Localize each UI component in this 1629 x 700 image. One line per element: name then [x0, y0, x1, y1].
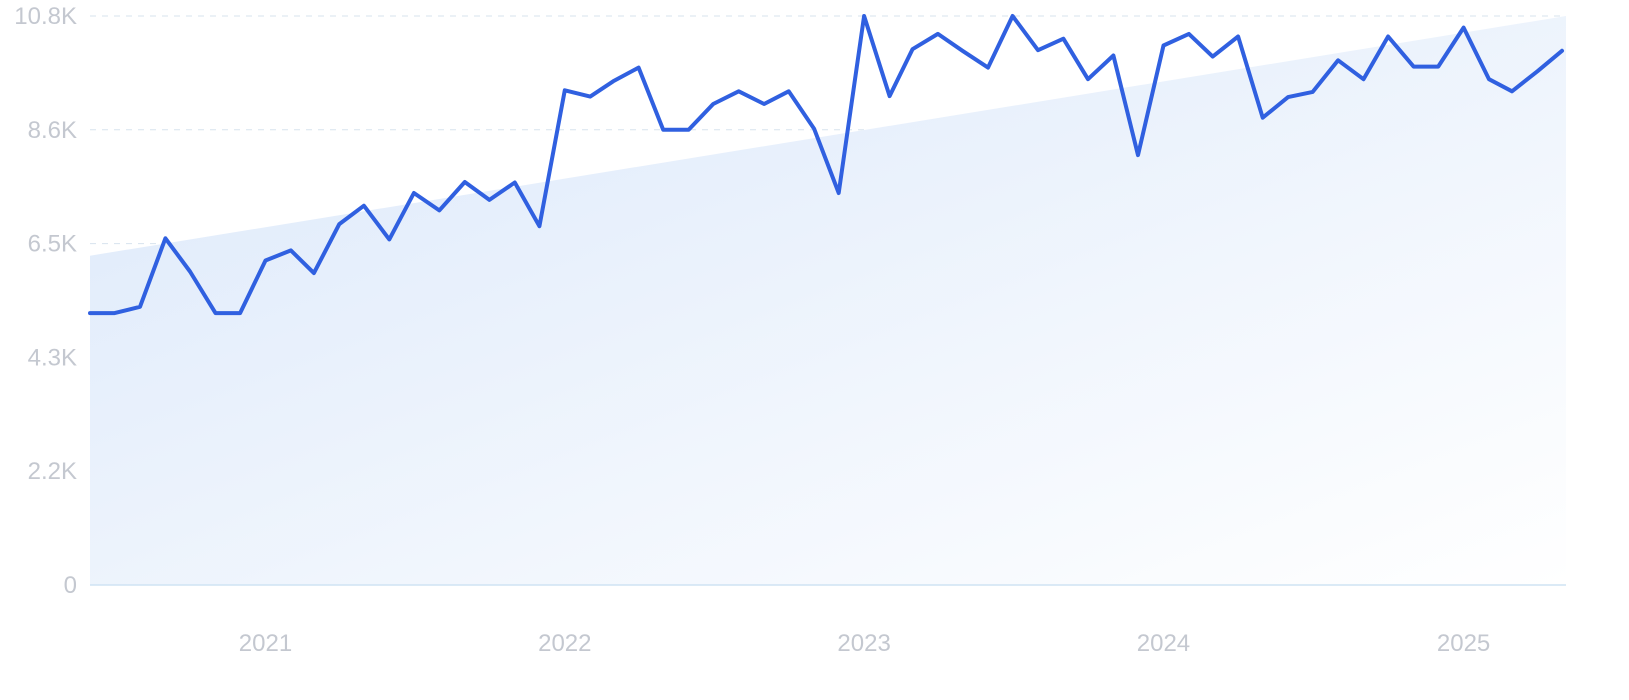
data-point: [1436, 65, 1440, 69]
data-point: [1510, 89, 1514, 93]
data-point: [737, 89, 741, 93]
data-point: [911, 47, 915, 51]
data-point: [1336, 58, 1340, 62]
y-tick-label: 0: [64, 572, 77, 599]
data-point: [563, 88, 567, 92]
data-point: [1261, 116, 1265, 120]
data-point: [661, 128, 665, 132]
data-point: [337, 222, 341, 226]
data-point: [888, 94, 892, 98]
y-tick-label: 6.5K: [28, 231, 77, 258]
data-point: [1061, 37, 1065, 41]
data-point: [1311, 90, 1315, 94]
data-point: [1487, 77, 1491, 81]
x-tick-label: 2025: [1437, 630, 1490, 657]
data-point: [387, 237, 391, 241]
data-point: [1286, 95, 1290, 99]
series-line: [88, 14, 1564, 316]
data-point: [687, 128, 691, 132]
x-tick-label: 2024: [1137, 630, 1190, 657]
data-point: [862, 14, 866, 18]
y-tick-label: 10.8K: [14, 3, 77, 30]
data-point: [1211, 55, 1215, 59]
data-point: [711, 102, 715, 106]
data-point: [762, 102, 766, 106]
data-point: [163, 236, 167, 240]
data-point: [812, 127, 816, 131]
data-point: [1462, 26, 1466, 30]
data-point: [463, 180, 467, 184]
data-point: [513, 180, 517, 184]
x-tick-label: 2022: [538, 630, 591, 657]
data-point: [238, 311, 242, 315]
y-tick-label: 8.6K: [28, 117, 77, 144]
data-point: [1412, 65, 1416, 69]
data-point: [88, 311, 92, 315]
data-point: [138, 305, 142, 309]
data-point: [263, 258, 267, 262]
data-point: [1386, 35, 1390, 39]
data-point: [213, 311, 217, 315]
data-point: [1136, 153, 1140, 157]
trend-area: [90, 16, 1566, 585]
data-point: [787, 89, 791, 93]
data-point: [113, 311, 117, 315]
y-axis: 0 2.2K 4.3K 6.5K 8.6K 10.8K: [14, 3, 77, 599]
data-point: [362, 204, 366, 208]
data-point: [487, 198, 491, 202]
y-tick-label: 4.3K: [28, 344, 77, 371]
data-point: [188, 270, 192, 274]
data-point: [289, 248, 293, 252]
data-point: [1161, 44, 1165, 48]
data-point: [986, 66, 990, 70]
data-point: [1187, 32, 1191, 36]
data-point: [961, 49, 965, 53]
x-tick-label: 2023: [837, 630, 890, 657]
x-axis: 2021 2022 2023 2024 2025: [239, 630, 1490, 657]
data-point: [312, 271, 316, 275]
data-point: [588, 95, 592, 99]
data-point: [1236, 35, 1240, 39]
x-tick-label: 2021: [239, 630, 292, 657]
data-point: [437, 208, 441, 212]
data-point: [412, 191, 416, 195]
data-point: [1011, 14, 1015, 18]
data-point: [1036, 48, 1040, 52]
y-tick-label: 2.2K: [28, 458, 77, 485]
data-point: [537, 224, 541, 228]
data-point: [611, 79, 615, 83]
data-point: [1560, 49, 1564, 53]
data-point: [936, 32, 940, 36]
data-point: [637, 66, 641, 70]
data-point: [1111, 54, 1115, 58]
data-point: [837, 191, 841, 195]
data-point: [1535, 69, 1539, 73]
data-point: [1362, 77, 1366, 81]
data-point: [1086, 77, 1090, 81]
